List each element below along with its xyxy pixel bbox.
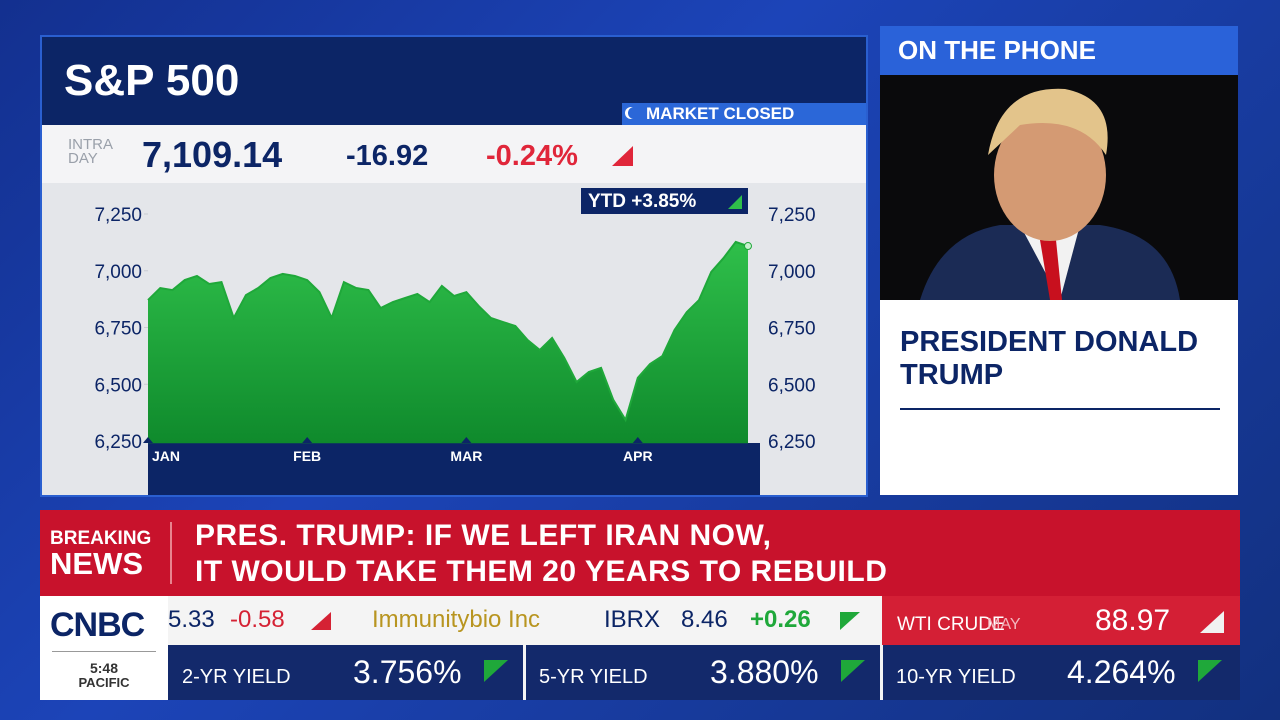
intraday-line: DAY bbox=[68, 150, 98, 167]
stock-ticker bbox=[168, 596, 882, 645]
y2-tick-label: 6,250 bbox=[768, 432, 816, 453]
up-arrow bbox=[484, 660, 508, 682]
moon-icon bbox=[628, 107, 640, 119]
yield-value: 3.756% bbox=[353, 654, 462, 690]
yield-name: 2-YR YIELD bbox=[182, 666, 291, 688]
stock-name: Immunitybio Inc bbox=[372, 606, 541, 633]
separator bbox=[880, 645, 883, 700]
guest-photo bbox=[880, 75, 1238, 300]
yield-ticker bbox=[168, 645, 1240, 700]
y2-tick-label: 7,250 bbox=[768, 205, 816, 226]
breaking-bar bbox=[40, 510, 1240, 596]
breaking-label: BREAKING NEWS bbox=[50, 528, 152, 581]
intraday-line: INTRA bbox=[68, 136, 113, 153]
up-arrow bbox=[1198, 660, 1222, 682]
y-tick-label: 7,250 bbox=[94, 205, 142, 226]
yield-value: 4.264% bbox=[1067, 654, 1176, 690]
commodity-name: WTI CRUDE bbox=[897, 614, 1005, 635]
headline: PRES. TRUMP: IF WE LEFT IRAN NOW, IT WOUL… bbox=[195, 518, 887, 590]
separator bbox=[170, 522, 172, 584]
x-tick-mark bbox=[461, 437, 472, 443]
down-arrow bbox=[1200, 611, 1224, 633]
separator bbox=[523, 645, 526, 700]
breaking-line: BREAKING bbox=[50, 528, 152, 549]
down-arrow bbox=[311, 612, 331, 630]
line bbox=[147, 240, 749, 423]
x-tick-mark bbox=[302, 437, 313, 443]
stock-price: 8.46 bbox=[681, 606, 728, 633]
ticker-change: -0.58 bbox=[230, 606, 285, 633]
x-axis-band bbox=[148, 443, 760, 495]
logo-box bbox=[40, 596, 168, 700]
price-change: -16.92 bbox=[346, 140, 429, 172]
area bbox=[148, 241, 748, 444]
chart: YTD +3.85% 6,250 6,250 6,500 6,500 6,750 6,75… bbox=[42, 183, 866, 495]
headline-line: IT WOULD TAKE THEM 20 YEARS TO REBUILD bbox=[195, 555, 888, 588]
last-point bbox=[744, 242, 752, 251]
last-price: 7,109.14 bbox=[142, 134, 283, 175]
y2-tick-label: 7,000 bbox=[768, 262, 816, 283]
stock-change: +0.26 bbox=[750, 606, 811, 633]
percent-change: -0.24% bbox=[486, 140, 578, 172]
down-arrow bbox=[612, 146, 633, 166]
commodity-price: 88.97 bbox=[1095, 604, 1171, 637]
logo-divider bbox=[52, 651, 156, 652]
commodity-ticker bbox=[882, 596, 1240, 645]
clock-time: 5:48 bbox=[89, 660, 119, 676]
yield-name: 5-YR YIELD bbox=[539, 666, 648, 688]
x-tick-label: FEB bbox=[293, 448, 321, 464]
logo: CNBC bbox=[50, 606, 145, 644]
ytd-arrow bbox=[728, 195, 742, 209]
guest-name-line: PRESIDENT DONALD bbox=[900, 326, 1199, 358]
up-arrow bbox=[840, 612, 860, 630]
guest-banner: ON THE PHONE bbox=[880, 26, 1238, 75]
y2-tick-label: 6,500 bbox=[768, 375, 816, 396]
ticker-price: 5.33 bbox=[168, 606, 215, 633]
guest-name: PRESIDENT DONALD TRUMP bbox=[900, 326, 1198, 392]
y-tick-label: 6,500 bbox=[94, 375, 142, 396]
clock-zone: PACIFIC bbox=[78, 675, 130, 690]
x-tick-label: JAN bbox=[152, 448, 180, 464]
breaking-line: NEWS bbox=[50, 546, 143, 581]
y-tick-label: 7,000 bbox=[94, 262, 142, 283]
yield-name: 10-YR YIELD bbox=[896, 666, 1016, 688]
market-status: MARKET CLOSED bbox=[622, 103, 866, 125]
y2-tick-label: 6,750 bbox=[768, 319, 816, 340]
commodity-month: MAY bbox=[987, 616, 1021, 633]
divider bbox=[900, 408, 1220, 410]
quote-bar bbox=[42, 125, 866, 183]
yield-value: 3.880% bbox=[710, 654, 819, 690]
intraday-label: INTRA DAY bbox=[68, 136, 113, 167]
x-tick-label: MAR bbox=[450, 448, 482, 464]
up-arrow bbox=[841, 660, 865, 682]
headline-line: PRES. TRUMP: IF WE LEFT IRAN NOW, bbox=[195, 519, 772, 552]
x-tick-label: APR bbox=[623, 448, 653, 464]
ytd-label: YTD +3.85% bbox=[588, 191, 696, 212]
ytd-box bbox=[581, 188, 748, 214]
y-tick-label: 6,750 bbox=[94, 319, 142, 340]
x-tick-mark bbox=[143, 437, 153, 443]
x-tick-mark bbox=[632, 437, 643, 443]
guest-name-line: TRUMP bbox=[900, 359, 1004, 391]
y-tick-label: 6,250 bbox=[94, 432, 142, 453]
stock-symbol: IBRX bbox=[604, 606, 661, 633]
chart-title: S&P 500 bbox=[64, 56, 240, 105]
